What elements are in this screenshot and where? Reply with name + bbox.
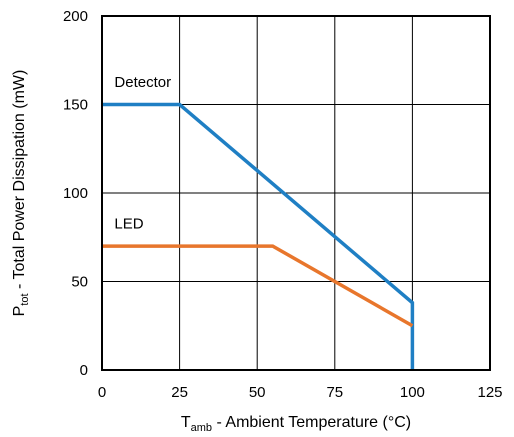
x-axis-title-rest: - Ambient Temperature (°C)	[212, 414, 411, 431]
x-tick-label: 100	[400, 384, 425, 401]
y-tick-label: 0	[80, 362, 88, 379]
x-tick-label: 0	[98, 384, 106, 401]
x-axis-title: Tamb - Ambient Temperature (°C)	[181, 414, 411, 434]
series-line-led	[102, 244, 414, 328]
series-label-detector: Detector	[114, 74, 171, 91]
y-tick-label: 100	[63, 185, 88, 202]
y-axis-title-sub: tot	[19, 293, 31, 305]
y-tick-label: 150	[63, 97, 88, 114]
series-lines	[102, 102, 415, 370]
grid-lines	[101, 15, 491, 371]
x-tick-labels: 0 25 50 75 100 125	[98, 384, 503, 401]
x-tick-label: 125	[477, 384, 502, 401]
x-tick-label: 50	[249, 384, 266, 401]
x-tick-label: 75	[326, 384, 343, 401]
series-label-led: LED	[114, 215, 143, 232]
series-labels: Detector LED	[114, 74, 171, 233]
y-axis-title: Ptot - Total Power Dissipation (mW)	[11, 70, 31, 317]
x-axis-title-main: T	[181, 414, 191, 431]
plot-frame	[101, 15, 491, 371]
y-axis-title-main: P	[11, 306, 28, 317]
y-axis-title-rest: - Total Power Dissipation (mW)	[11, 70, 28, 294]
series-line-detector	[102, 102, 415, 370]
y-tick-label: 50	[71, 274, 88, 291]
y-tick-label: 200	[63, 8, 88, 25]
x-tick-label: 25	[171, 384, 188, 401]
x-axis-title-sub: amb	[191, 422, 212, 434]
y-tick-labels: 0 50 100 150 200	[63, 8, 88, 379]
